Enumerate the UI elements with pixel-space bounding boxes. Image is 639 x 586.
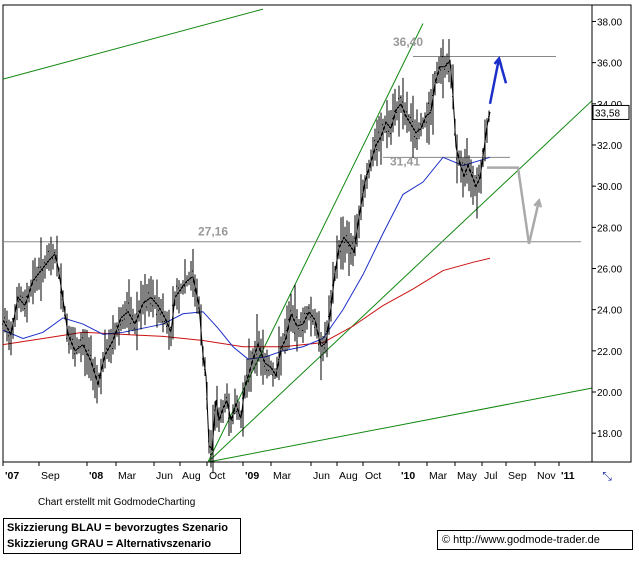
y-tick-label: 28.00 bbox=[597, 223, 622, 234]
y-tick-label: 22.00 bbox=[597, 347, 622, 358]
x-tick-label: Sep bbox=[41, 470, 60, 482]
y-tick-label: 32.00 bbox=[597, 141, 622, 152]
plot-area: 36,40 31,41 27,16 bbox=[2, 4, 594, 474]
chart-credit: Chart erstellt mit GodmodeCharting bbox=[38, 497, 196, 508]
x-axis: '07 Sep '08 Mar Jun Aug Oct '09 Mar Jun Aug Oct '10 M… bbox=[2, 461, 592, 482]
chart-tools-icon[interactable]: ⤡ bbox=[602, 469, 612, 483]
x-tick-label: '07 bbox=[5, 470, 19, 482]
trend-line bbox=[207, 99, 594, 463]
y-tick-label: 30.00 bbox=[597, 182, 622, 193]
x-tick-label: Jun bbox=[156, 470, 173, 482]
y-tick-label: 20.00 bbox=[597, 388, 622, 399]
x-tick-label: Aug bbox=[182, 470, 201, 482]
x-tick-label: '08 bbox=[89, 470, 103, 482]
source-link[interactable]: © http://www.godmode-trader.de bbox=[437, 530, 633, 550]
legend-blue-scenario: Skizzierung BLAU = bevorzugtes Szenario bbox=[7, 522, 228, 534]
current-price-label: 33,58 bbox=[595, 108, 620, 119]
trend-line bbox=[207, 23, 424, 463]
scenario-legend: Skizzierung BLAU = bevorzugtes Szenario … bbox=[3, 518, 241, 554]
x-tick-label: Mar bbox=[118, 470, 137, 482]
y-tick-label: 26.00 bbox=[597, 264, 622, 275]
scenario-gray-arrowhead bbox=[533, 198, 543, 208]
level-annotation: 27,16 bbox=[198, 225, 228, 239]
x-tick-label: May bbox=[457, 470, 478, 482]
x-tick-label: Sep bbox=[508, 470, 527, 482]
price-line bbox=[2, 59, 491, 452]
scenario-blue-arrowhead bbox=[493, 55, 503, 66]
x-tick-label: Oct bbox=[209, 470, 225, 482]
x-tick-label: '10 bbox=[401, 470, 415, 482]
x-tick-label: Nov bbox=[537, 470, 556, 482]
current-price-box bbox=[592, 104, 630, 120]
y-tick-label: 38.00 bbox=[597, 17, 622, 28]
y-axis: 38.0036.0034.0032.0030.0028.0026.0024.00… bbox=[591, 4, 632, 463]
trend-line bbox=[207, 387, 594, 463]
level-annotation: 36,40 bbox=[393, 35, 423, 49]
x-tick-label: Oct bbox=[365, 470, 381, 482]
y-tick-label: 18.00 bbox=[597, 429, 622, 440]
level-annotation: 31,41 bbox=[390, 155, 420, 169]
y-tick-label: 24.00 bbox=[597, 306, 622, 317]
x-tick-label: Jun bbox=[313, 470, 330, 482]
x-tick-label: '09 bbox=[245, 470, 259, 482]
x-tick-label: Jul bbox=[484, 470, 497, 482]
y-tick-label: 36.00 bbox=[597, 59, 622, 70]
x-tick-label: '11 bbox=[561, 470, 575, 482]
scenario-gray-path bbox=[487, 166, 541, 245]
trend-line bbox=[2, 8, 264, 80]
legend-gray-scenario: Skizzierung GRAU = Alternativszenario bbox=[7, 538, 212, 550]
x-tick-label: Mar bbox=[273, 470, 292, 482]
x-tick-label: Aug bbox=[339, 470, 358, 482]
moving-average-blue bbox=[2, 156, 491, 360]
y-axis-frame bbox=[591, 4, 632, 463]
x-tick-label: Mar bbox=[429, 470, 448, 482]
